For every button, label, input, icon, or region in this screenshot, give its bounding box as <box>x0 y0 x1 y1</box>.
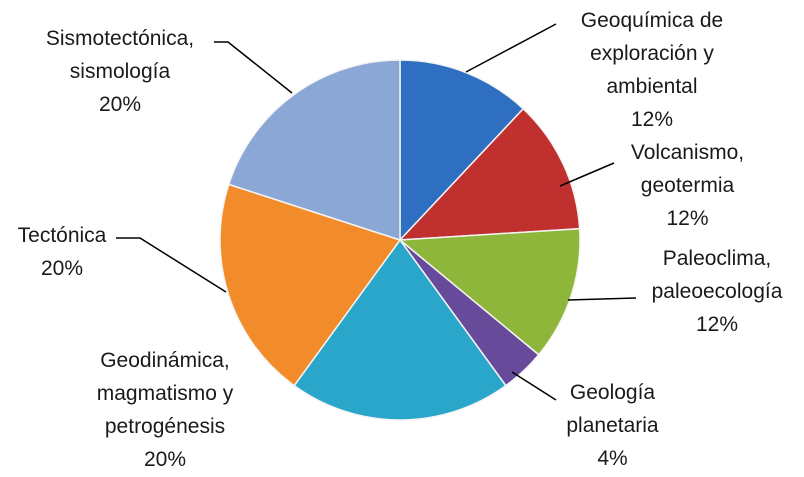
pie-slice <box>227 59 401 242</box>
slices <box>219 59 581 421</box>
value-label: 20% <box>143 448 187 471</box>
category-label: Geodinámica, magmatismo y petrogénesis <box>96 349 234 438</box>
pie-slice <box>398 107 581 241</box>
category-label: Geoquímica de exploración y ambiental <box>580 9 724 98</box>
pie-slice <box>219 183 402 387</box>
leader-lines <box>116 23 637 401</box>
value-label: 4% <box>597 447 628 470</box>
leader-line <box>116 237 227 293</box>
slice-label: Geología planetaria 4% <box>540 376 685 475</box>
leader-line <box>214 41 293 94</box>
slice-label: Geoquímica de exploración y ambiental 12% <box>562 4 742 136</box>
category-label: Volcanismo, geotermia <box>630 141 745 197</box>
category-label: Tectónica <box>17 224 107 247</box>
category-label: Sismotectónica, sismología <box>45 27 195 83</box>
value-label: 12% <box>630 108 674 131</box>
slice-label: Tectónica 20% <box>6 219 118 285</box>
pie-slice <box>399 59 525 242</box>
pie-slice <box>293 238 507 421</box>
pie-slice <box>398 227 581 356</box>
leader-line <box>511 371 557 401</box>
value-label: 12% <box>695 313 739 336</box>
slice-label: Geodinámica, magmatismo y petrogénesis 20… <box>60 344 270 476</box>
leader-line <box>559 162 615 187</box>
leader-line <box>567 297 637 301</box>
value-label: 20% <box>40 257 84 280</box>
leader-line <box>465 23 557 73</box>
category-label: Paleoclima, paleoecología <box>651 247 783 303</box>
category-label: Geología planetaria <box>566 381 659 437</box>
slice-label: Paleoclima, paleoecología 12% <box>630 242 804 341</box>
slice-label: Sismotectónica, sismología 20% <box>20 22 220 121</box>
value-label: 20% <box>98 93 142 116</box>
value-label: 12% <box>666 207 709 230</box>
slice-label: Volcanismo, geotermia 12% <box>600 136 775 235</box>
